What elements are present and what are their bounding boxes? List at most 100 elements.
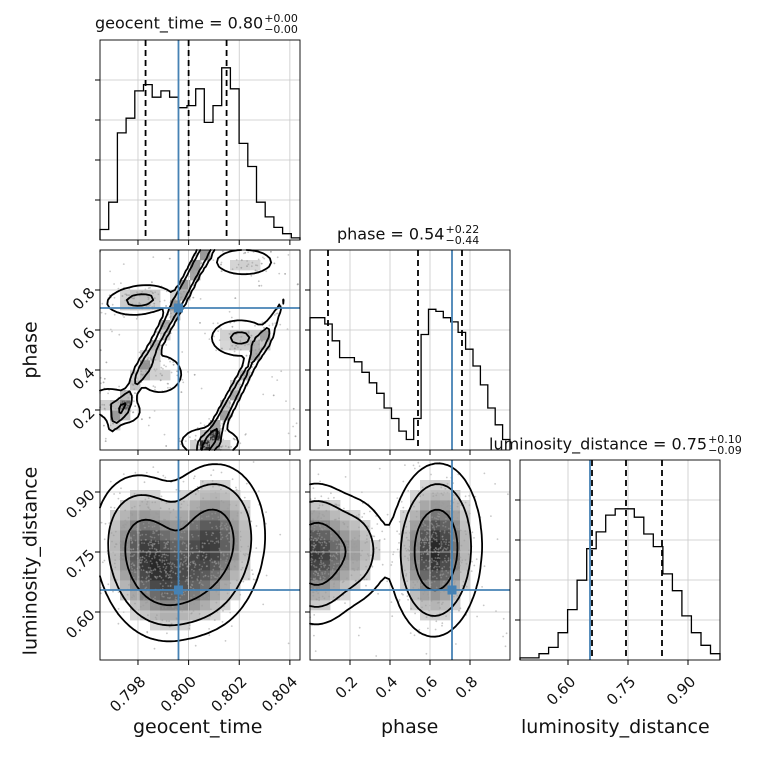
sample-point: [185, 544, 188, 547]
sample-point: [198, 613, 201, 615]
sample-point: [381, 530, 384, 533]
sample-point: [436, 524, 439, 527]
sample-point: [318, 519, 321, 522]
sample-point: [343, 507, 345, 510]
density-cell: [150, 520, 161, 531]
sample-point: [438, 543, 441, 545]
sample-point: [126, 294, 128, 297]
sample-point: [151, 572, 153, 575]
sample-point: [133, 297, 135, 300]
sample-point: [222, 501, 225, 504]
sample-point: [138, 351, 141, 354]
sample-point: [169, 561, 172, 564]
sample-point: [159, 570, 162, 573]
x-tick-label: 0.90: [663, 673, 699, 709]
sample-point: [228, 310, 231, 313]
sample-point: [132, 594, 135, 596]
sample-point: [225, 492, 227, 494]
sample-point: [321, 536, 323, 539]
sample-point: [431, 516, 433, 518]
sample-point: [251, 569, 253, 571]
sample-point: [244, 251, 247, 254]
sample-point: [413, 634, 416, 637]
sample-point: [313, 510, 316, 512]
density-cell: [160, 370, 171, 381]
sample-point: [419, 495, 422, 498]
density-cell: [310, 510, 321, 521]
sample-point: [464, 495, 467, 498]
sample-point: [441, 622, 444, 625]
sample-point: [179, 299, 182, 301]
sample-point: [172, 571, 175, 573]
sample-point: [155, 548, 158, 551]
sample-point: [124, 411, 126, 414]
density-cell: [400, 540, 411, 551]
sample-point: [143, 481, 146, 484]
sample-point: [440, 541, 443, 543]
sample-point: [258, 284, 261, 287]
sample-point: [171, 567, 174, 569]
sample-point: [292, 407, 295, 410]
sample-point: [408, 545, 411, 548]
sample-point: [249, 361, 252, 364]
sample-point: [191, 536, 194, 538]
sample-point: [154, 343, 157, 346]
sample-point: [330, 531, 332, 534]
sample-point: [133, 388, 136, 391]
sample-point: [128, 536, 131, 539]
sample-point: [231, 478, 234, 481]
density-cell: [400, 570, 411, 581]
sample-point: [346, 564, 348, 567]
sample-point: [112, 534, 115, 537]
sample-point: [120, 570, 122, 572]
sample-point: [122, 535, 124, 538]
sample-point: [149, 560, 152, 562]
sample-point: [201, 255, 203, 258]
sample-point: [127, 516, 130, 519]
sample-point: [321, 571, 323, 574]
sample-point: [265, 270, 268, 273]
sample-point: [211, 513, 214, 515]
sample-point: [194, 493, 197, 496]
sample-point: [404, 464, 406, 466]
sample-point: [131, 562, 134, 564]
sample-point: [227, 573, 230, 575]
sample-point: [331, 526, 334, 529]
sample-point: [457, 473, 460, 476]
density-cell: [220, 340, 231, 351]
sample-point: [173, 525, 176, 527]
sample-point: [410, 607, 413, 610]
sample-point: [327, 573, 330, 575]
sample-point: [495, 610, 497, 612]
sample-point: [404, 555, 406, 558]
sample-point: [114, 559, 117, 561]
sample-point: [151, 545, 154, 548]
sample-point: [449, 507, 452, 510]
sample-point: [335, 575, 337, 578]
density-cell: [130, 520, 141, 531]
sample-point: [430, 473, 432, 476]
sample-point: [219, 564, 222, 567]
sample-point: [114, 408, 117, 410]
sample-point: [425, 559, 428, 562]
sample-point: [201, 555, 204, 557]
sample-point: [328, 595, 330, 598]
sample-point: [416, 581, 419, 583]
sample-point: [378, 467, 381, 470]
sample-point: [104, 312, 107, 315]
sample-point: [147, 424, 150, 427]
density-cell: [140, 550, 151, 561]
density-cell: [190, 510, 201, 521]
sample-point: [139, 558, 141, 561]
sample-point: [143, 557, 146, 560]
sample-point: [319, 578, 322, 580]
sample-point: [392, 553, 394, 556]
sample-point: [225, 545, 228, 547]
sample-point: [138, 567, 141, 569]
sample-point: [159, 379, 162, 382]
sample-point: [407, 559, 410, 562]
sample-point: [324, 571, 327, 573]
density-cell: [350, 550, 361, 561]
sample-point: [255, 264, 257, 267]
sample-point: [119, 558, 122, 560]
